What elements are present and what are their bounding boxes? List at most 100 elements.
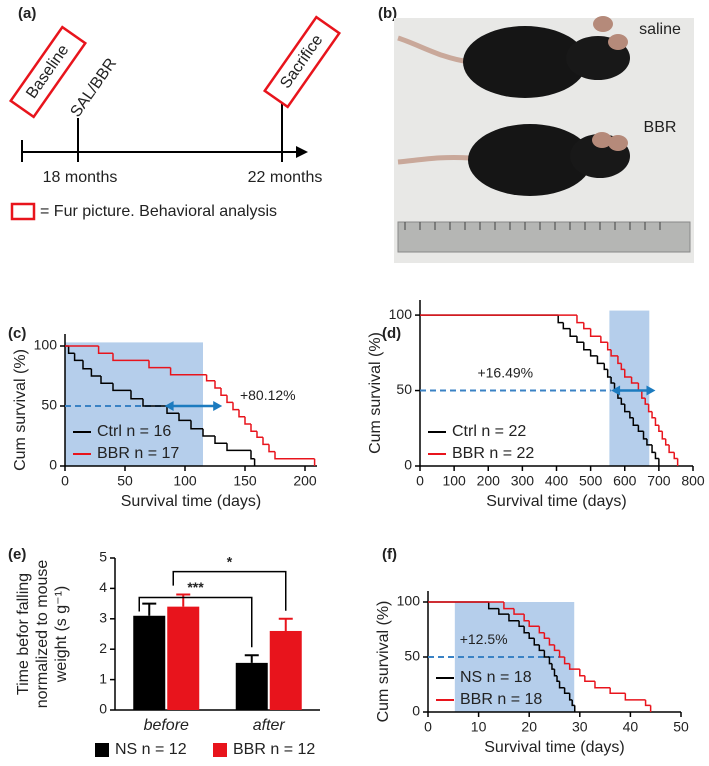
survival-step bbox=[112, 353, 149, 362]
panel-label: (b) bbox=[378, 5, 397, 22]
survival-step bbox=[82, 360, 92, 370]
survival-step bbox=[553, 644, 560, 652]
survival-step bbox=[543, 650, 550, 658]
survival-step bbox=[624, 404, 630, 413]
survival-step bbox=[642, 431, 647, 440]
y-tick-label: 0 bbox=[404, 457, 412, 473]
x-tick-label: 100 bbox=[173, 473, 197, 489]
survival-step bbox=[543, 632, 550, 640]
legend-label: BBR n = 17 bbox=[97, 445, 179, 462]
y-tick-label: 50 bbox=[404, 648, 420, 664]
survival-step bbox=[629, 411, 634, 419]
y-tick-label: 5 bbox=[99, 549, 107, 565]
survival-step bbox=[624, 369, 632, 378]
y-axis-title: Cum survival (%) bbox=[375, 601, 392, 723]
survival-step bbox=[606, 342, 612, 351]
y-tick-label: 100 bbox=[397, 593, 421, 609]
legend-label: BBR n = 22 bbox=[452, 445, 534, 462]
survival-step bbox=[148, 360, 171, 369]
bar bbox=[133, 615, 166, 710]
x-tick-label: 200 bbox=[477, 473, 501, 489]
survival-step bbox=[661, 431, 666, 440]
survival-step bbox=[214, 380, 221, 389]
timeline: Baseline SAL/BBR Sacrifice 18 months 22 … bbox=[8, 15, 342, 221]
survival-step bbox=[558, 681, 565, 689]
survival-step bbox=[576, 315, 584, 324]
survival-step bbox=[250, 424, 257, 432]
survival-step bbox=[67, 346, 75, 354]
survival-step bbox=[610, 376, 615, 384]
survival-step bbox=[202, 428, 215, 437]
survival-step bbox=[232, 402, 239, 411]
mouse-ear bbox=[592, 132, 612, 148]
legend-text: = Fur picture. Behavioral analysis bbox=[40, 203, 277, 220]
mouse-body bbox=[463, 26, 587, 98]
survival-step bbox=[548, 638, 555, 646]
survival-step bbox=[214, 436, 227, 444]
survival-step bbox=[130, 390, 143, 400]
photo-label: BBR bbox=[644, 119, 677, 136]
y-tick-label: 0 bbox=[49, 457, 57, 473]
panel-label: (d) bbox=[382, 325, 401, 342]
survival-step bbox=[651, 411, 656, 419]
survival-step bbox=[644, 699, 651, 707]
mouse-body bbox=[468, 124, 592, 196]
legend-label: BBR n = 12 bbox=[233, 741, 315, 758]
mouse-tail bbox=[397, 35, 471, 65]
event-box bbox=[8, 25, 88, 119]
survival-step bbox=[97, 346, 113, 354]
annotation: +80.12% bbox=[240, 387, 296, 403]
survival-step bbox=[557, 315, 564, 324]
survival-step bbox=[654, 452, 659, 460]
significance-label: *** bbox=[187, 579, 204, 595]
bar bbox=[269, 630, 302, 710]
x-tick-label: 10 bbox=[471, 719, 487, 735]
survival-step bbox=[256, 431, 263, 438]
arrow-head bbox=[164, 401, 174, 411]
survival-step bbox=[583, 322, 591, 330]
survival-step bbox=[668, 444, 675, 454]
survival-step bbox=[513, 608, 525, 615]
x-tick-label: 0 bbox=[61, 473, 69, 489]
survival-step bbox=[169, 367, 207, 376]
survival-step bbox=[533, 638, 540, 646]
survival-step bbox=[73, 353, 83, 362]
error-bar bbox=[244, 654, 259, 663]
survival-step bbox=[647, 404, 653, 413]
legend-label: NS n = 12 bbox=[115, 741, 187, 758]
bar bbox=[167, 606, 200, 710]
legend-swatch bbox=[95, 743, 109, 757]
survival-step bbox=[644, 398, 649, 405]
x-tick-label: 800 bbox=[681, 473, 705, 489]
photo-label: saline bbox=[639, 21, 681, 38]
survival-step bbox=[238, 409, 245, 418]
y-axis-title: Time befor falling bbox=[15, 573, 32, 695]
survival-step bbox=[673, 452, 678, 460]
y-tick-label: 50 bbox=[41, 397, 57, 413]
survival-step bbox=[603, 363, 608, 371]
survival-step bbox=[637, 425, 644, 433]
y-tick-label: 50 bbox=[396, 381, 412, 397]
time-label: 18 months bbox=[43, 169, 118, 186]
survival-step bbox=[250, 450, 255, 460]
significance-bracket bbox=[138, 596, 253, 648]
error-bar bbox=[278, 617, 293, 631]
survival-step bbox=[142, 398, 167, 407]
survival-step bbox=[571, 699, 575, 707]
x-tick-label: 50 bbox=[673, 719, 689, 735]
survival-step bbox=[617, 355, 622, 365]
survival-step bbox=[609, 687, 626, 695]
x-tick-label: after bbox=[253, 717, 286, 734]
x-tick-label: 600 bbox=[613, 473, 637, 489]
survival-step bbox=[262, 437, 269, 446]
survival-step bbox=[548, 657, 552, 665]
survival-step bbox=[523, 614, 530, 622]
survival-step bbox=[220, 388, 227, 396]
survival-step bbox=[90, 368, 101, 377]
survival-step bbox=[226, 443, 251, 452]
x-tick-label: 50 bbox=[117, 473, 133, 489]
survival-step bbox=[579, 669, 585, 677]
survival-step bbox=[576, 336, 584, 344]
arrow-head bbox=[646, 385, 656, 396]
